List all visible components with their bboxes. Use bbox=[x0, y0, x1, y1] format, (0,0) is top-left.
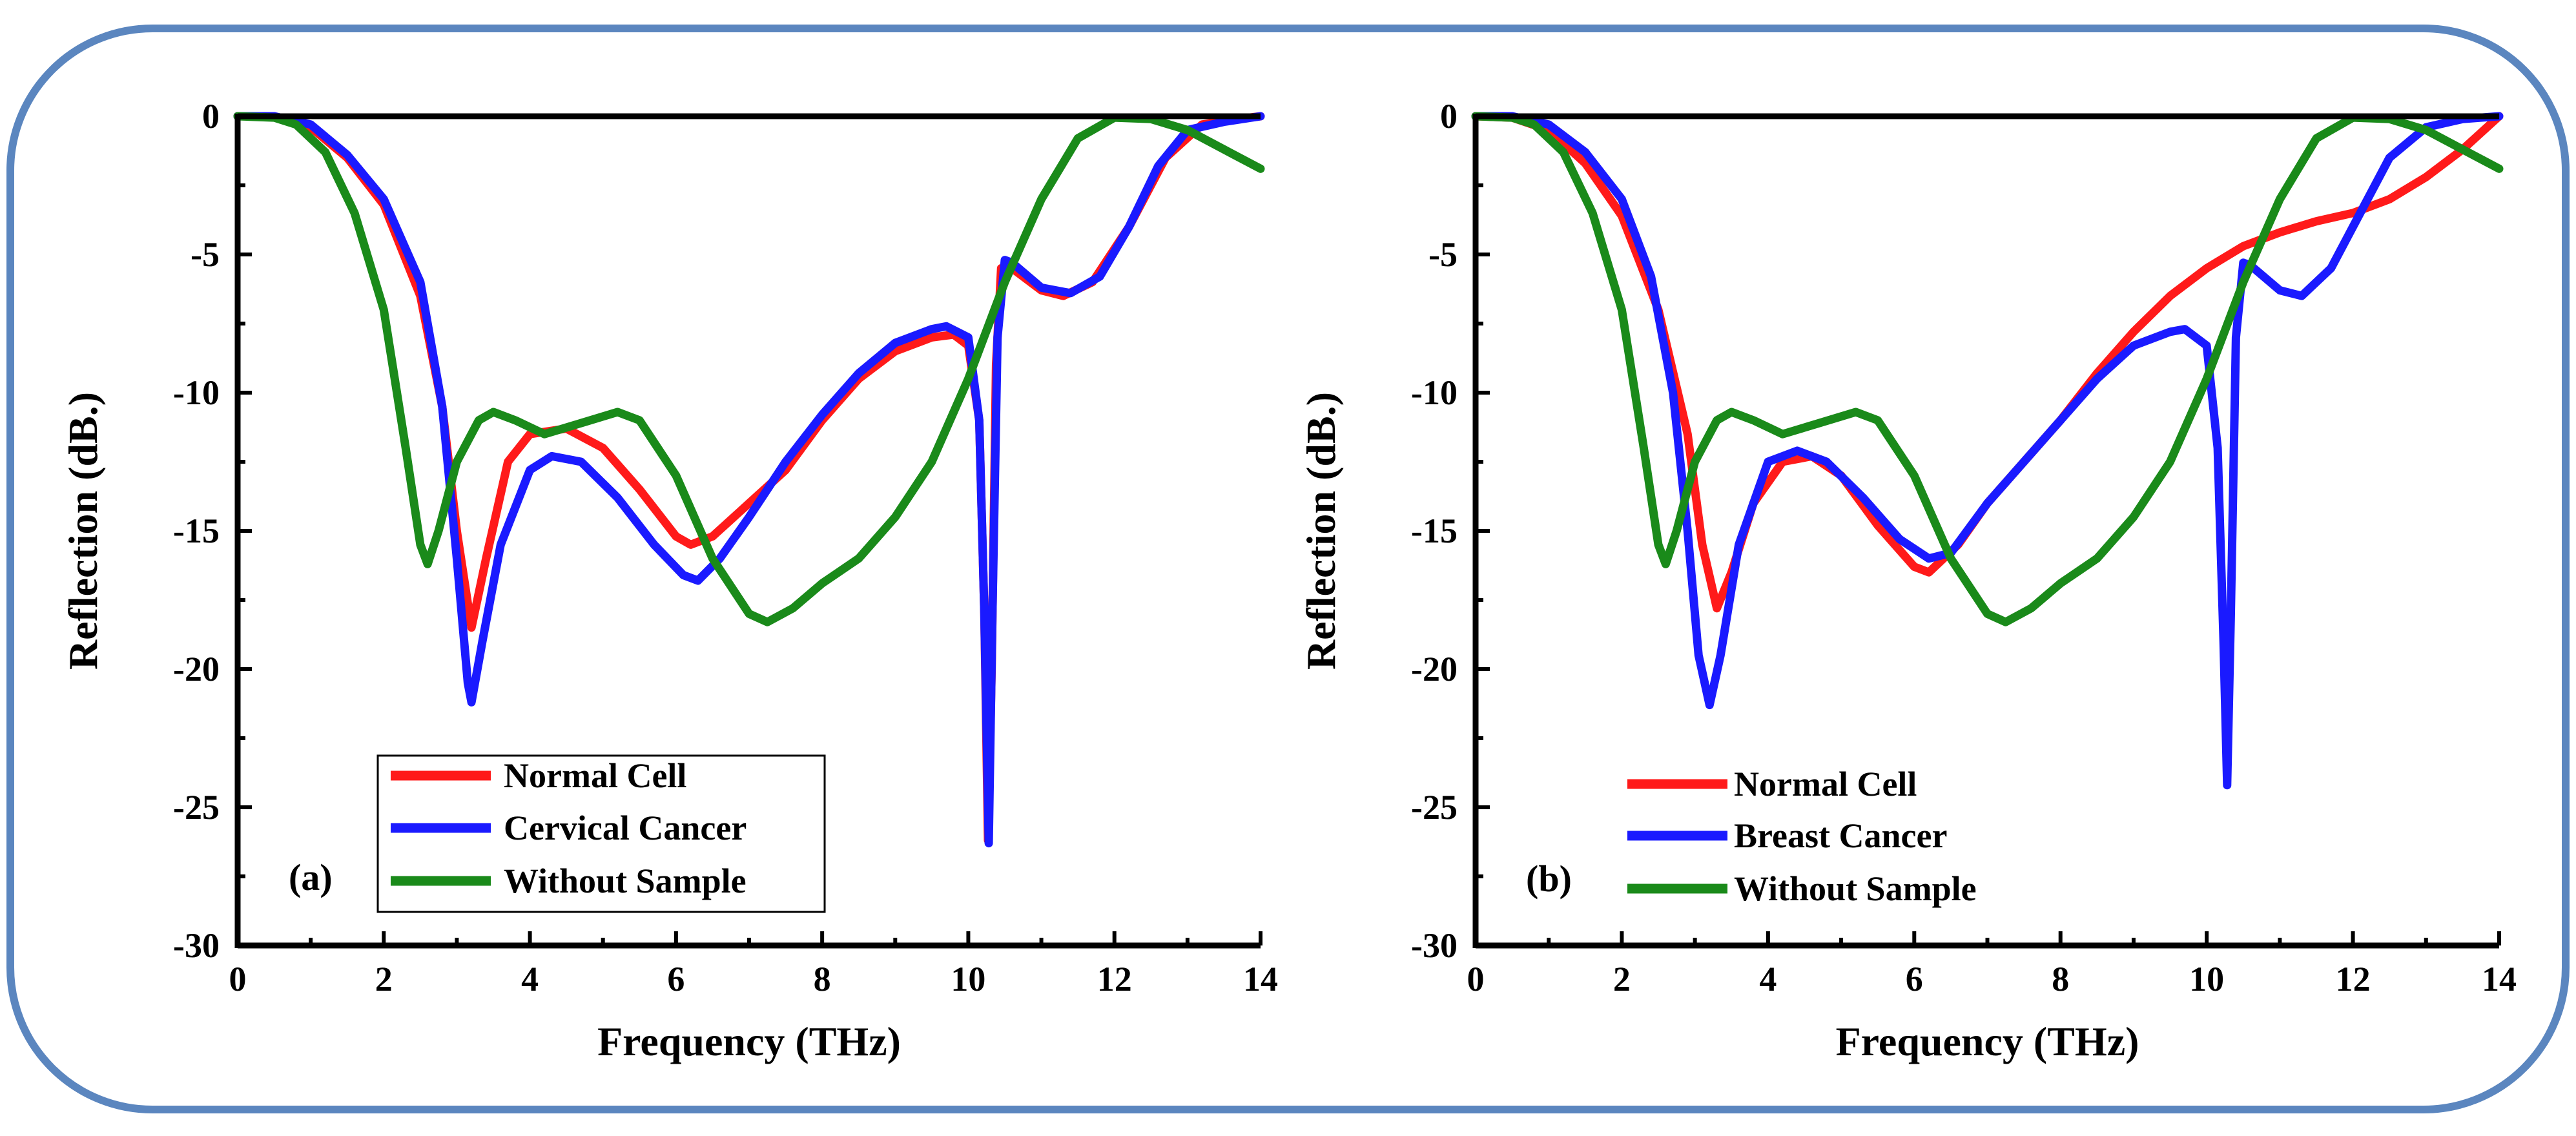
x-tick-label: 8 bbox=[2052, 960, 2069, 998]
chart-panel-b: 0 2 4 6 8 10 12 14 0 -5 -10 -15 -20 -25 -30 Frequency (… bbox=[1298, 97, 2517, 1064]
series-line-without-sample bbox=[233, 112, 1265, 626]
x-tick-label: 12 bbox=[2336, 960, 2371, 998]
y-axis-title: Reflection (dB.) bbox=[60, 392, 106, 670]
x-tick-label: 14 bbox=[1243, 960, 1278, 998]
legend-label: Normal Cell bbox=[1734, 765, 1917, 803]
series-line-without-sample bbox=[1471, 112, 2504, 626]
y-tick-label: -5 bbox=[191, 235, 220, 274]
y-tick-label: -15 bbox=[173, 511, 220, 550]
x-tick-label: 2 bbox=[1613, 960, 1631, 998]
panel-label: (b) bbox=[1526, 858, 1572, 900]
series-line-cervical-cancer bbox=[233, 112, 1265, 848]
legend: Normal Cell Cervical Cancer Without Sample bbox=[376, 754, 826, 913]
y-tick-label: -25 bbox=[173, 788, 220, 827]
y-axis-title: Reflection (dB.) bbox=[1298, 392, 1344, 670]
y-tick-label: -5 bbox=[1428, 235, 1458, 274]
legend-label: Without Sample bbox=[1734, 869, 1977, 908]
x-tick-label: 4 bbox=[1759, 960, 1777, 998]
y-tick-label: -25 bbox=[1411, 788, 1458, 827]
x-axis-title: Frequency (THz) bbox=[597, 1018, 901, 1064]
x-tick-label: 10 bbox=[951, 960, 985, 998]
panel-label: (a) bbox=[289, 856, 333, 898]
chart-panel-a: 0 2 4 6 8 10 12 14 0 -5 -10 -15 -20 -25 -30 Frequency (… bbox=[60, 97, 1278, 1064]
x-tick-label: 0 bbox=[229, 960, 247, 998]
x-tick-label: 6 bbox=[667, 960, 685, 998]
legend-label: Without Sample bbox=[504, 862, 747, 900]
y-tick-label: -10 bbox=[1411, 373, 1458, 412]
y-tick-label: -20 bbox=[173, 650, 220, 688]
y-tick-label: 0 bbox=[202, 97, 220, 136]
x-axis-title: Frequency (THz) bbox=[1836, 1018, 2139, 1064]
legend-box bbox=[376, 754, 826, 913]
x-tick-label: 2 bbox=[375, 960, 393, 998]
x-tick-label: 14 bbox=[2482, 960, 2517, 998]
x-tick-label: 4 bbox=[521, 960, 539, 998]
y-tick-label: -10 bbox=[173, 373, 220, 412]
y-tick-label: 0 bbox=[1440, 97, 1458, 136]
y-tick-label: -30 bbox=[173, 926, 220, 965]
y-tick-label: -20 bbox=[1411, 650, 1458, 688]
legend: Normal Cell Breast Cancer Without Sample bbox=[1627, 765, 1977, 908]
x-tick-label: 10 bbox=[2189, 960, 2224, 998]
x-tick-label: 12 bbox=[1097, 960, 1132, 998]
legend-label: Cervical Cancer bbox=[504, 809, 747, 847]
legend-label: Normal Cell bbox=[504, 756, 686, 795]
x-tick-label: 6 bbox=[1906, 960, 1923, 998]
x-tick-label: 0 bbox=[1467, 960, 1485, 998]
y-tick-label: -15 bbox=[1411, 511, 1458, 550]
legend-label: Breast Cancer bbox=[1734, 816, 1947, 855]
x-tick-label: 8 bbox=[814, 960, 831, 998]
y-tick-label: -30 bbox=[1411, 926, 1458, 965]
